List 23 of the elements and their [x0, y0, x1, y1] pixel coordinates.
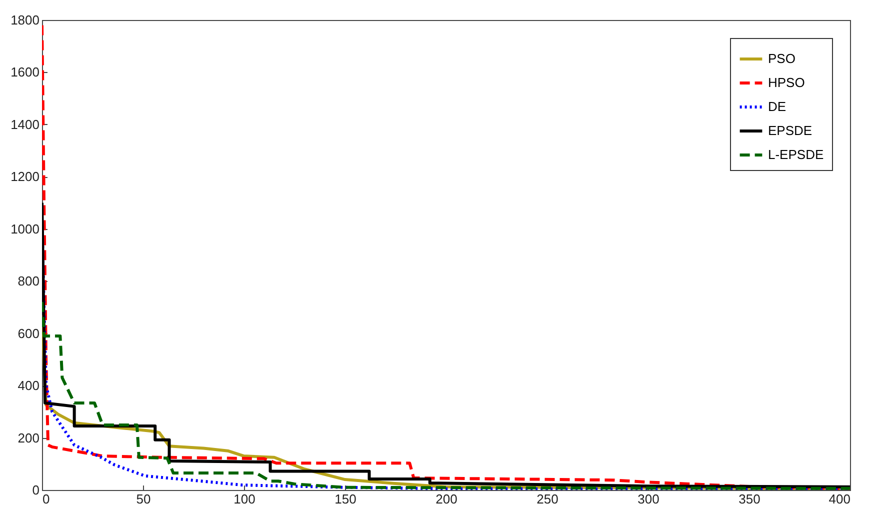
x-tick-label: 300	[638, 492, 660, 506]
y-tick-label: 1600	[10, 64, 40, 80]
legend-label: EPSDE	[768, 123, 812, 138]
y-tick-label: 400	[18, 378, 40, 394]
x-tick-label: 200	[436, 492, 458, 506]
y-tick-label: 1400	[10, 116, 40, 132]
x-tick-label: 100	[234, 492, 256, 506]
legend-label: HPSO	[768, 75, 805, 90]
legend-label: PSO	[768, 51, 796, 66]
x-tick-label: 50	[136, 492, 151, 506]
y-tick-label: 800	[18, 274, 40, 289]
x-tick-label: 0	[42, 492, 50, 506]
y-tick-label: 1000	[10, 221, 40, 236]
legend-label: L-EPSDE	[768, 147, 824, 162]
y-tick-label: 1200	[10, 169, 40, 184]
x-tick-label: 250	[536, 492, 558, 506]
x-tick-label: 150	[334, 492, 356, 506]
y-tick-label: 200	[18, 430, 40, 446]
legend-label: DE	[768, 99, 786, 114]
x-tick-label: 400	[828, 492, 850, 506]
y-tick-label: 600	[18, 326, 40, 341]
y-tick-label: 1800	[10, 12, 40, 28]
x-tick-label: 350	[738, 492, 760, 506]
